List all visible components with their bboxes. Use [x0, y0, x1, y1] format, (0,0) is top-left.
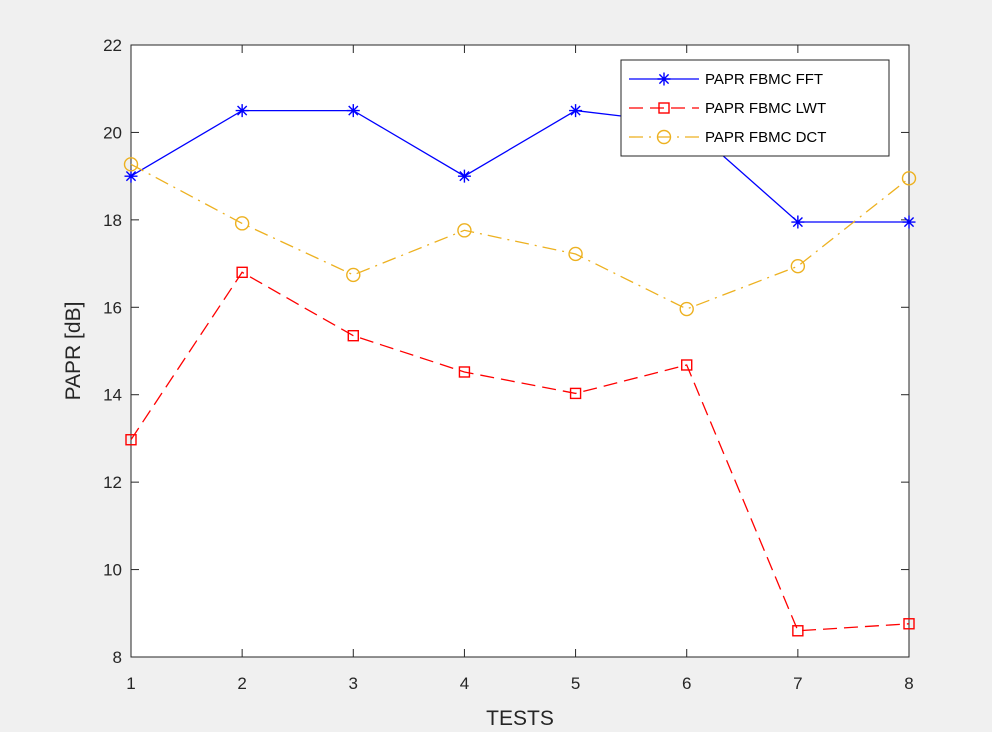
- series-line-papr-fbmc-dct: [130, 163, 910, 310]
- y-tick-label: 16: [103, 298, 122, 317]
- y-tick-label: 8: [113, 648, 122, 667]
- x-tick-label: 2: [237, 674, 246, 693]
- x-tick-label: 1: [126, 674, 135, 693]
- data-point-papr-fbmc-lwt: [681, 359, 693, 371]
- series-papr-fbmc-lwt: [125, 266, 915, 637]
- x-tick-label: 8: [904, 674, 913, 693]
- data-point-papr-fbmc-dct: [234, 216, 250, 231]
- legend-marker-papr-fbmc-fft: [657, 72, 671, 86]
- series-papr-fbmc-fft: [124, 104, 916, 229]
- legend-item-papr-fbmc-lwt: PAPR FBMC LWT: [629, 100, 826, 117]
- data-point-papr-fbmc-dct: [346, 267, 361, 283]
- legend-item-papr-fbmc-dct: PAPR FBMC DCT: [629, 129, 826, 146]
- data-point-papr-fbmc-lwt: [792, 625, 804, 637]
- x-tick-label: 4: [460, 674, 469, 693]
- data-point-papr-fbmc-lwt: [458, 366, 471, 378]
- x-tick-label: 6: [682, 674, 691, 693]
- data-point-papr-fbmc-lwt: [569, 387, 582, 400]
- x-tick-label: 7: [793, 674, 802, 693]
- data-point-papr-fbmc-dct: [790, 258, 806, 274]
- data-point-papr-fbmc-lwt: [125, 434, 137, 446]
- legend-label: PAPR FBMC FFT: [705, 71, 823, 88]
- series-papr-fbmc-dct: [123, 157, 917, 317]
- legend-item-papr-fbmc-fft: PAPR FBMC FFT: [629, 71, 823, 88]
- legend-marker-papr-fbmc-lwt: [658, 102, 670, 114]
- x-axis-title: TESTS: [486, 707, 554, 730]
- y-axis-title: PAPR [dB]: [62, 302, 85, 401]
- y-tick-label: 22: [103, 36, 122, 55]
- y-tick-label: 18: [103, 211, 122, 230]
- data-point-papr-fbmc-dct: [679, 301, 694, 317]
- data-point-papr-fbmc-fft: [457, 169, 471, 183]
- data-point-papr-fbmc-fft: [346, 104, 360, 118]
- data-point-papr-fbmc-lwt: [903, 618, 915, 630]
- data-point-papr-fbmc-fft: [124, 169, 138, 183]
- y-tick-label: 20: [103, 123, 122, 142]
- series-line-papr-fbmc-lwt: [130, 271, 910, 632]
- x-tick-label: 5: [571, 674, 580, 693]
- data-point-papr-fbmc-fft: [791, 215, 805, 229]
- data-point-papr-fbmc-dct: [568, 246, 583, 262]
- data-point-papr-fbmc-dct: [901, 171, 917, 186]
- legend-box: [620, 59, 890, 157]
- y-tick-label: 14: [103, 386, 122, 405]
- y-tick-label: 12: [103, 473, 122, 492]
- series-line-papr-fbmc-fft: [130, 109, 909, 223]
- legend-label: PAPR FBMC LWT: [705, 100, 826, 117]
- y-tick-label: 10: [103, 561, 122, 580]
- data-point-papr-fbmc-lwt: [236, 266, 248, 279]
- data-point-papr-fbmc-lwt: [347, 330, 359, 342]
- x-tick-label: 3: [349, 674, 358, 693]
- data-point-papr-fbmc-fft: [235, 104, 249, 118]
- legend-marker-papr-fbmc-dct: [656, 129, 672, 145]
- data-point-papr-fbmc-dct: [123, 157, 139, 172]
- data-point-papr-fbmc-fft: [902, 215, 916, 229]
- legend-label: PAPR FBMC DCT: [705, 129, 826, 146]
- series-layer: [123, 104, 917, 637]
- legend: PAPR FBMC FFT PAPR FBMC LWT PAPR FBMC DCT: [620, 59, 890, 157]
- data-point-papr-fbmc-dct: [457, 223, 472, 238]
- data-point-papr-fbmc-fft: [569, 104, 583, 118]
